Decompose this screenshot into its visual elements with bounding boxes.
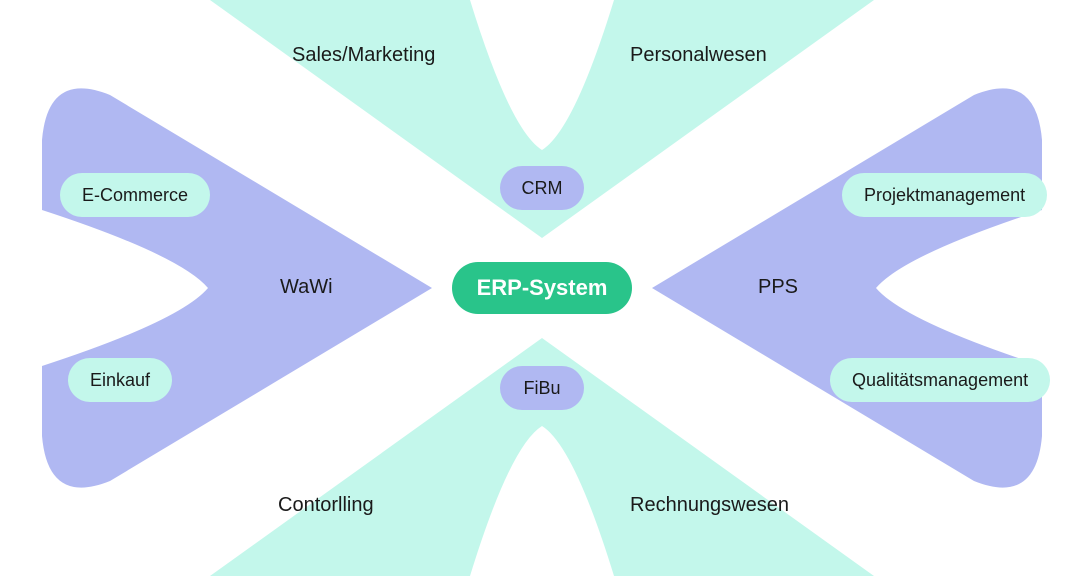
- center-node: ERP-System: [452, 262, 632, 314]
- label-wawi: WaWi: [280, 276, 333, 299]
- erp-diagram: ERP-System CRM FiBu WaWi PPS Sales/Marke…: [0, 0, 1084, 576]
- label-controlling: Contorlling: [278, 494, 374, 517]
- label-rechnungswesen: Rechnungswesen: [630, 494, 789, 517]
- pill-ecommerce: E-Commerce: [60, 173, 210, 217]
- pill-projektmanagement: Projektmanagement: [842, 173, 1047, 217]
- label-sales-marketing: Sales/Marketing: [292, 44, 435, 67]
- arm-left-shape: [42, 88, 432, 487]
- pill-crm: CRM: [500, 166, 584, 210]
- label-pps: PPS: [758, 276, 798, 299]
- pill-einkauf: Einkauf: [68, 358, 172, 402]
- pill-qualitaetsmanagement: Qualitätsmanagement: [830, 358, 1050, 402]
- pill-fibu: FiBu: [500, 366, 584, 410]
- arm-right-shape: [652, 88, 1042, 487]
- label-personalwesen: Personalwesen: [630, 44, 767, 67]
